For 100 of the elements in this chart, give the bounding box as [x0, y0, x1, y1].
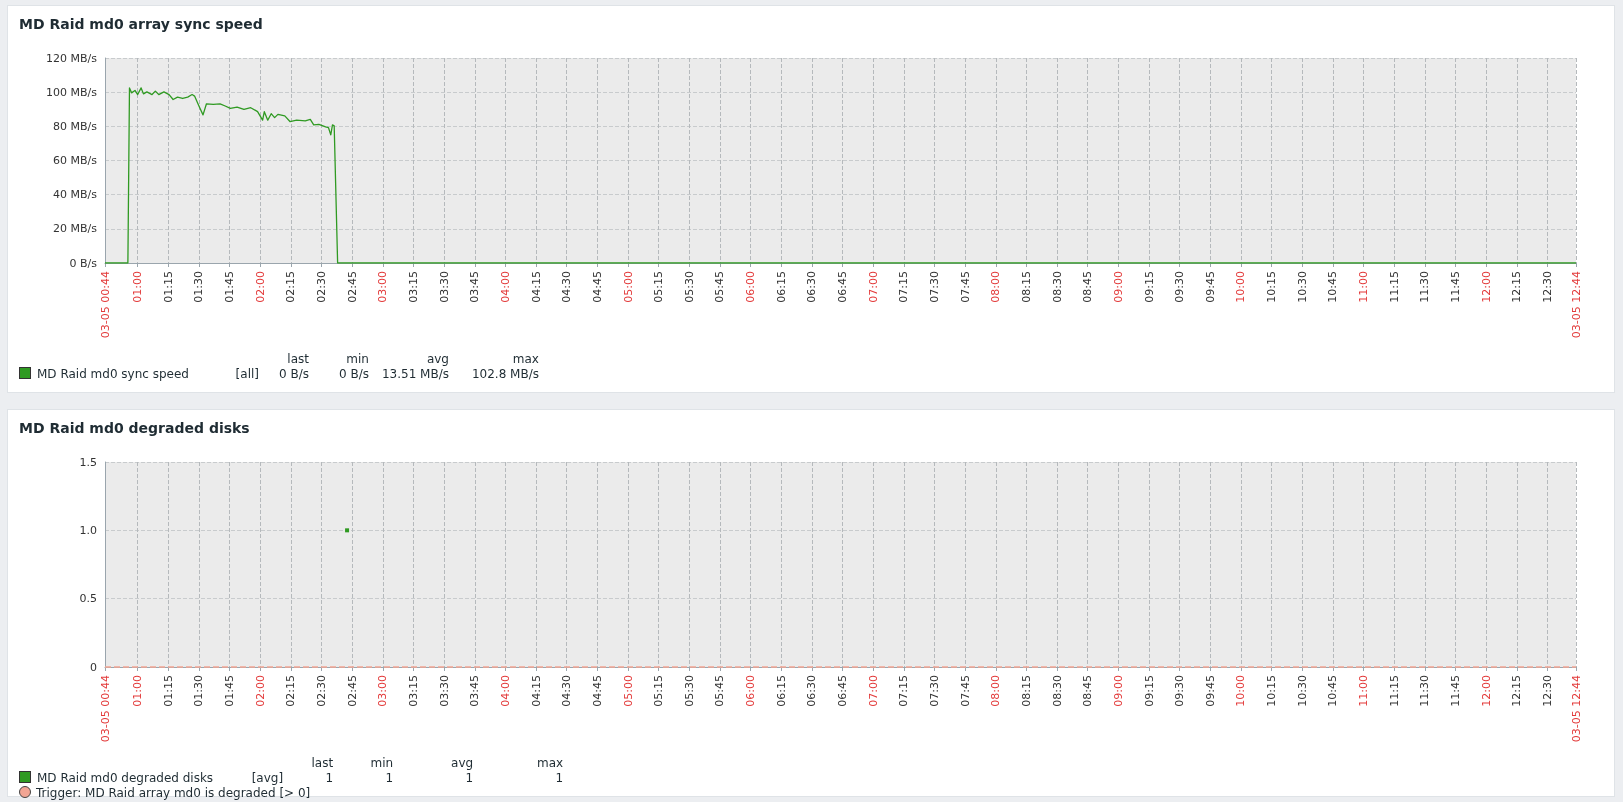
- text: 0 B/s: [278, 367, 309, 382]
- x-tick-label: 06:45: [836, 675, 850, 707]
- y-tick-label: 40 MB/s: [53, 188, 98, 202]
- x-tick-label: 09:15: [1142, 675, 1156, 707]
- x-tick-label: 12:30: [1540, 271, 1554, 303]
- chart-title: MD Raid md0 array sync speed: [19, 16, 263, 32]
- x-tick-label: 11:00: [1357, 271, 1371, 303]
- x-tick-label: 01:45: [223, 675, 237, 707]
- y-tick-label: 60 MB/s: [53, 154, 98, 167]
- x-tick-label: 01:15: [161, 675, 175, 707]
- x-tick-label: 05:15: [652, 271, 666, 303]
- x-tick-label: 03:30: [437, 675, 451, 707]
- x-tick-label: 04:00: [498, 675, 512, 707]
- x-tick-label: 02:30: [315, 271, 329, 303]
- text: 0 B/s: [338, 367, 369, 382]
- text: [avg]: [250, 771, 284, 786]
- x-tick-label: 01:00: [131, 675, 145, 707]
- y-tick-label: 1.0: [79, 523, 97, 537]
- y-tick-label: 100 MB/s: [46, 85, 98, 99]
- x-tick-label: 09:30: [1173, 675, 1187, 707]
- x-tick-label: 03:00: [376, 271, 390, 303]
- x-tick-label: 01:00: [131, 271, 145, 303]
- x-tick-label: 01:15: [161, 271, 175, 303]
- x-tick-label: 11:15: [1387, 675, 1401, 707]
- y-tick-label: 0.5: [79, 592, 97, 606]
- text: min: [369, 756, 394, 771]
- x-tick-label: 12:15: [1510, 675, 1524, 707]
- x-tick-label: 03-05 00:44: [98, 271, 112, 339]
- x-tick-label: 07:30: [927, 271, 941, 303]
- x-tick-label: 08:30: [1050, 271, 1064, 303]
- x-tick-label: 05:45: [713, 675, 727, 707]
- x-tick-label: 02:00: [253, 675, 267, 707]
- x-tick-label: 09:00: [1111, 675, 1125, 707]
- x-tick-label: 09:00: [1111, 271, 1125, 303]
- x-tick-label: 11:00: [1357, 675, 1371, 707]
- x-tick-label: 07:45: [958, 675, 972, 707]
- x-tick-label: 05:15: [652, 675, 666, 707]
- x-tick-label: 06:15: [774, 271, 788, 303]
- x-tick-label: 07:45: [958, 271, 972, 303]
- x-tick-label: 04:45: [590, 675, 604, 707]
- x-tick-label: 08:45: [1081, 271, 1095, 303]
- x-tick-label: 12:00: [1479, 271, 1493, 303]
- y-tick-label: 0: [90, 660, 97, 674]
- x-tick-label: 02:00: [253, 271, 267, 303]
- x-tick-label: 04:30: [560, 271, 574, 303]
- text: 1: [324, 771, 334, 786]
- x-tick-label: 08:00: [989, 675, 1003, 707]
- x-tick-label: 07:00: [866, 271, 880, 303]
- x-tick-label: 09:15: [1142, 271, 1156, 303]
- x-tick-label: 10:15: [1265, 271, 1279, 303]
- x-tick-label: 12:00: [1479, 675, 1493, 707]
- text: 1: [384, 771, 394, 786]
- x-tick-label: 11:45: [1448, 271, 1462, 303]
- text: min: [345, 352, 369, 367]
- x-tick-label: 03:15: [407, 675, 420, 707]
- text: last: [286, 352, 309, 367]
- x-tick-label: 12:15: [1510, 271, 1524, 303]
- text: [all]: [234, 367, 259, 382]
- x-tick-label: 03:45: [468, 271, 482, 303]
- x-tick-label: 06:00: [744, 675, 758, 707]
- x-tick-label: 05:00: [621, 271, 635, 303]
- x-tick-label: 02:45: [345, 271, 359, 303]
- chart-title: MD Raid md0 degraded disks: [19, 420, 250, 436]
- x-tick-label: 07:15: [897, 271, 911, 303]
- x-tick-label: 07:15: [897, 675, 911, 707]
- x-tick-label: 03:15: [407, 271, 420, 303]
- text: avg: [450, 756, 474, 771]
- x-tick-label: 06:30: [805, 271, 819, 303]
- x-tick-label: 11:30: [1418, 675, 1432, 707]
- x-tick-label: 09:45: [1203, 271, 1217, 303]
- x-tick-label: 08:30: [1050, 675, 1064, 707]
- x-tick-label: 07:00: [866, 675, 880, 707]
- text: max: [511, 352, 539, 367]
- x-tick-label: 03-05 12:44: [1569, 271, 1583, 339]
- x-tick-label: 03:45: [468, 675, 482, 707]
- text: max: [535, 756, 564, 771]
- x-tick-label: 03-05 00:44: [98, 675, 112, 743]
- x-tick-label: 06:30: [805, 675, 819, 707]
- x-tick-label: 03-05 12:44: [1569, 675, 1583, 743]
- legend-label: Trigger: MD Raid array md0 is degraded [> 0]: [35, 786, 312, 801]
- x-tick-label: 01:30: [192, 271, 206, 303]
- x-tick-label: 04:15: [529, 271, 543, 303]
- x-tick-label: 08:15: [1019, 271, 1033, 303]
- x-tick-label: 04:30: [560, 675, 574, 707]
- x-tick-label: 11:45: [1448, 675, 1462, 707]
- y-tick-label: 0 B/s: [69, 256, 98, 270]
- x-tick-label: 02:15: [284, 271, 298, 303]
- text: 1: [554, 771, 564, 786]
- x-tick-label: 10:15: [1265, 675, 1279, 707]
- x-tick-label: 05:30: [682, 271, 696, 303]
- legend-label: MD Raid md0 sync speed: [36, 367, 189, 382]
- x-tick-label: 09:30: [1173, 271, 1187, 303]
- x-tick-label: 06:00: [744, 271, 758, 303]
- x-tick-label: 06:15: [774, 675, 788, 707]
- x-tick-label: 05:30: [682, 675, 696, 707]
- x-tick-label: 10:45: [1326, 675, 1340, 707]
- x-tick-label: 11:15: [1387, 271, 1401, 303]
- x-tick-label: 01:30: [192, 675, 206, 707]
- text: last: [310, 756, 334, 771]
- text: 102.8 MB/s: [470, 367, 539, 382]
